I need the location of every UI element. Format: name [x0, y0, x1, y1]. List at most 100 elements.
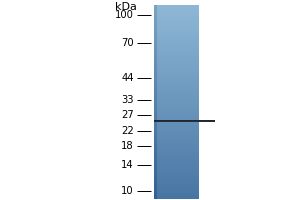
Bar [154, 61, 199, 62]
Bar [154, 170, 199, 171]
Bar [154, 95, 199, 96]
Bar [154, 173, 199, 174]
Bar [154, 101, 157, 102]
Bar [154, 22, 157, 23]
Bar [154, 188, 157, 189]
Bar [154, 143, 157, 144]
Bar [154, 111, 199, 112]
Bar [154, 144, 157, 145]
Bar [154, 18, 157, 19]
Bar [154, 155, 199, 156]
Bar [154, 169, 199, 170]
Bar [154, 32, 199, 33]
Bar [154, 118, 199, 119]
Bar [154, 136, 157, 137]
Bar [154, 173, 157, 174]
Bar [154, 167, 199, 168]
Bar [154, 80, 157, 81]
Bar [154, 100, 157, 101]
Bar [154, 188, 199, 189]
Bar [154, 72, 157, 73]
Bar [154, 75, 199, 76]
Bar [154, 26, 157, 27]
Bar [154, 57, 157, 58]
Bar [154, 113, 157, 114]
Bar [154, 76, 199, 77]
Bar [154, 20, 199, 21]
Bar [154, 98, 199, 99]
Bar [154, 182, 157, 183]
Bar [154, 111, 157, 112]
Bar [154, 128, 199, 129]
Bar [154, 60, 199, 61]
Bar [154, 84, 199, 85]
Bar [154, 16, 199, 17]
Bar [154, 198, 157, 199]
Bar [154, 25, 199, 26]
Bar [154, 171, 199, 172]
Bar [154, 177, 157, 178]
Bar [154, 5, 157, 6]
Bar [154, 29, 157, 30]
Bar [154, 29, 199, 30]
Bar [154, 82, 157, 83]
Text: 100: 100 [115, 10, 134, 20]
Bar [154, 189, 199, 190]
Bar [154, 187, 199, 188]
Bar [154, 90, 199, 91]
Text: 27: 27 [121, 110, 134, 120]
Bar [154, 106, 199, 107]
Bar [154, 108, 199, 109]
Bar [154, 55, 157, 56]
Bar [154, 45, 157, 46]
Bar [154, 24, 199, 25]
Bar [154, 155, 157, 156]
Bar [154, 110, 157, 111]
Bar [154, 24, 157, 25]
Bar [154, 58, 199, 59]
Bar [154, 179, 199, 180]
Bar [154, 74, 157, 75]
Bar [154, 41, 157, 42]
Bar [154, 140, 199, 141]
Bar [154, 194, 199, 195]
Bar [154, 168, 157, 169]
Bar [154, 15, 157, 16]
Bar [154, 62, 199, 63]
Bar [154, 125, 199, 126]
Bar [154, 105, 199, 106]
Bar [154, 196, 199, 197]
Bar [154, 48, 157, 49]
Bar [154, 115, 157, 116]
Bar [154, 99, 199, 100]
Bar [154, 120, 157, 121]
Bar [154, 143, 199, 144]
Bar [154, 179, 157, 180]
Bar [154, 90, 157, 91]
Bar [154, 16, 157, 17]
Bar [154, 97, 157, 98]
Bar [154, 169, 157, 170]
Bar [154, 186, 157, 187]
Bar [154, 115, 199, 116]
Bar [154, 74, 199, 75]
Bar [154, 38, 199, 39]
Bar [154, 106, 157, 107]
Bar [154, 63, 199, 64]
Bar [154, 168, 199, 169]
Bar [154, 108, 157, 109]
Bar [154, 28, 157, 29]
Bar [154, 121, 157, 122]
Bar [154, 103, 157, 104]
Bar [154, 104, 199, 105]
Bar [154, 181, 199, 182]
Bar [154, 67, 157, 68]
Bar [154, 9, 157, 10]
Bar [154, 132, 199, 133]
Bar [154, 136, 199, 137]
Bar [154, 121, 199, 122]
Bar [154, 37, 157, 38]
Bar [154, 133, 199, 134]
Bar [154, 156, 157, 157]
Text: kDa: kDa [115, 2, 137, 12]
